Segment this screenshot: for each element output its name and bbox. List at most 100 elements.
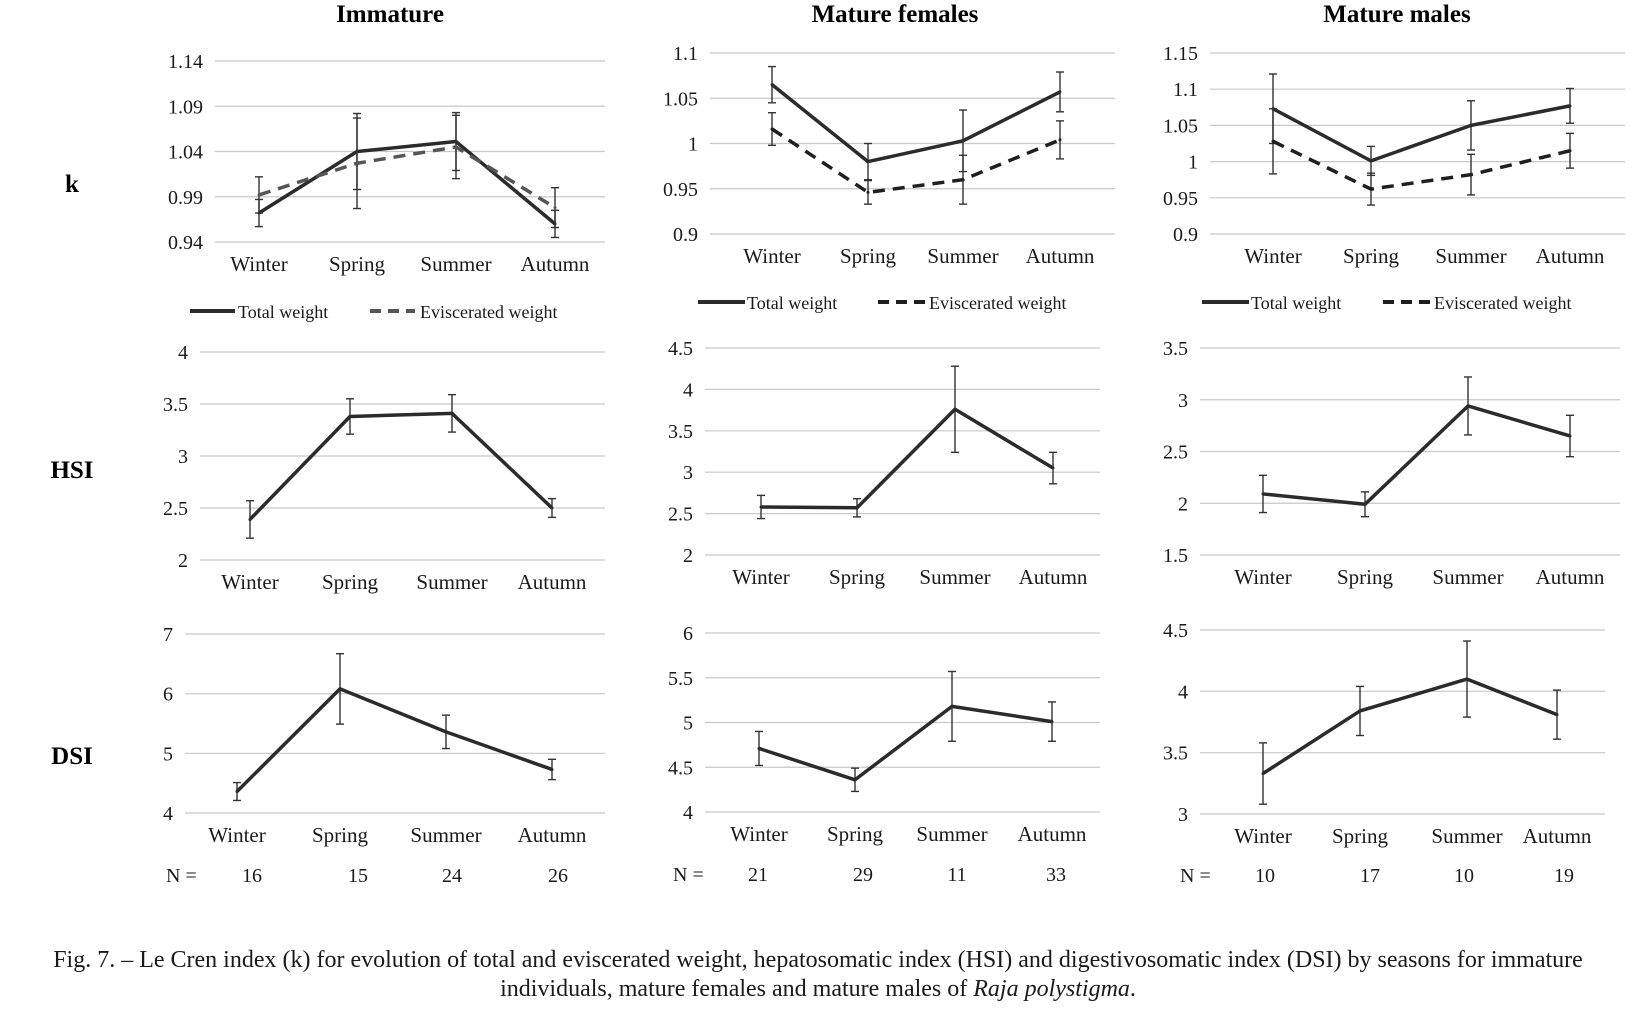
n-count-summer: 24 xyxy=(442,865,462,887)
legend-label-total: Total weight xyxy=(238,302,328,322)
chart-panel-dsi-mature-males: 3 3.5 4 4.5 Winter Spring Summer Autumn xyxy=(1163,620,1605,848)
x-tick-label: Autumn xyxy=(1026,244,1095,268)
chart-panel-hsi-mature-males: 1.5 2 2.5 3 3.5 Winter Spring Summer Autumn xyxy=(1163,338,1620,589)
y-tick-label: 3.5 xyxy=(1163,338,1188,360)
y-tick-label: 6 xyxy=(683,623,693,645)
y-tick-label: 1.5 xyxy=(1163,545,1188,567)
x-tick-label: Summer xyxy=(1431,824,1502,848)
y-tick-label: 1.1 xyxy=(673,43,698,65)
y-tick-label: 5.5 xyxy=(668,668,693,690)
series-line-total xyxy=(235,687,553,793)
x-tick-label: Autumn xyxy=(518,570,587,594)
legend-label-eviscerated: Eviscerated weight xyxy=(420,302,557,322)
x-tick-label: Autumn xyxy=(521,252,590,276)
x-tick-label: Winter xyxy=(743,244,800,268)
data-point xyxy=(444,730,448,734)
legend-label-eviscerated: Eviscerated weight xyxy=(1434,293,1571,313)
y-tick-label: 4.5 xyxy=(668,338,693,360)
data-point xyxy=(1051,466,1055,470)
figure-caption: Fig. 7. – Le Cren index (k) for evolutio… xyxy=(40,946,1596,1004)
y-tick-label: 3.5 xyxy=(163,394,188,416)
x-tick-label: Spring xyxy=(1332,824,1389,848)
chart-panel-k-immature: 0.94 0.99 1.04 1.09 1.14 Winter Spring Summer Au… xyxy=(168,51,605,276)
series-line-eviscerated xyxy=(1272,139,1571,191)
chart-panel-k-mature-females: 0.9 0.95 1 1.05 1.1 Winter Spring Summer Autumn xyxy=(663,43,1115,268)
y-tick-label: 5 xyxy=(683,713,693,735)
y-tick-label: 2 xyxy=(178,550,188,572)
legend-mature-females: Total weight Eviscerated weight xyxy=(698,293,1066,313)
y-tick-label: 3.5 xyxy=(1163,743,1188,765)
y-tick-label: 1 xyxy=(688,134,698,156)
y-tick-label: 0.9 xyxy=(673,224,698,246)
chart-panel-dsi-immature: 4 5 6 7 Winter Spring Summer Autumn xyxy=(163,624,605,847)
y-tick-label: 0.95 xyxy=(663,179,698,201)
series-line-eviscerated xyxy=(771,127,1061,195)
x-tick-label: Summer xyxy=(1432,565,1503,589)
n-label: N = xyxy=(673,864,704,886)
data-point xyxy=(553,206,557,210)
n-count-autumn: 33 xyxy=(1046,864,1066,886)
data-point xyxy=(1058,90,1062,94)
data-point xyxy=(1369,159,1373,163)
data-point xyxy=(1369,187,1373,191)
x-tick-label: Spring xyxy=(329,252,386,276)
y-tick-label: 0.99 xyxy=(168,187,203,209)
row-label-k: k xyxy=(65,171,79,198)
y-tick-label: 2 xyxy=(683,545,693,567)
n-counts-immature: N = 16 15 24 26 xyxy=(166,865,568,887)
data-point xyxy=(1466,404,1470,408)
legend-label-eviscerated: Eviscerated weight xyxy=(929,293,1066,313)
x-tick-label: Winter xyxy=(732,565,789,589)
data-point xyxy=(235,790,239,794)
y-tick-label: 1 xyxy=(1188,152,1198,174)
y-tick-label: 3.5 xyxy=(668,421,693,443)
y-tick-label: 3 xyxy=(1178,804,1188,826)
x-tick-label: Summer xyxy=(1435,244,1506,268)
column-title-mature-females: Mature females xyxy=(812,1,979,28)
series-line-total xyxy=(1272,104,1571,163)
data-point xyxy=(866,160,870,164)
n-counts-mature-females: N = 21 29 11 33 xyxy=(673,864,1066,886)
n-count-spring: 17 xyxy=(1360,865,1380,887)
caption-text: Fig. 7. – Le Cren index (k) for evolutio… xyxy=(53,947,1583,1002)
data-point xyxy=(248,517,252,521)
data-point xyxy=(961,178,965,182)
y-tick-label: 4.5 xyxy=(668,757,693,779)
data-point xyxy=(550,767,554,771)
x-tick-label: Summer xyxy=(916,822,987,846)
data-point xyxy=(1271,139,1275,143)
legend-label-total: Total weight xyxy=(1251,293,1341,313)
y-tick-label: 2.5 xyxy=(163,498,188,520)
data-point xyxy=(1465,677,1469,681)
y-tick-label: 3 xyxy=(1178,390,1188,412)
n-label: N = xyxy=(1180,865,1211,887)
legend-label-total: Total weight xyxy=(747,293,837,313)
y-tick-label: 1.04 xyxy=(168,142,203,164)
series-line-total xyxy=(258,139,557,226)
y-tick-label: 4 xyxy=(683,379,693,401)
x-tick-label: Winter xyxy=(1244,244,1301,268)
n-count-summer: 11 xyxy=(947,864,966,886)
y-tick-label: 7 xyxy=(163,624,173,646)
data-point xyxy=(338,687,342,691)
x-tick-label: Winter xyxy=(221,570,278,594)
n-count-autumn: 19 xyxy=(1554,865,1574,887)
y-tick-label: 6 xyxy=(163,684,173,706)
x-tick-label: Summer xyxy=(416,570,487,594)
series-line-total xyxy=(760,407,1054,510)
x-tick-label: Autumn xyxy=(1536,565,1605,589)
x-tick-label: Winter xyxy=(730,822,787,846)
data-point xyxy=(450,411,454,415)
data-point xyxy=(855,506,859,510)
y-tick-label: 5 xyxy=(163,743,173,765)
x-tick-label: Autumn xyxy=(1018,822,1087,846)
data-point xyxy=(355,161,359,165)
n-count-spring: 15 xyxy=(348,865,368,887)
caption-species: Raja polystigma xyxy=(973,976,1130,1002)
column-title-mature-males: Mature males xyxy=(1323,1,1471,28)
n-count-spring: 29 xyxy=(853,864,873,886)
data-point xyxy=(1261,772,1265,776)
data-point xyxy=(953,407,957,411)
